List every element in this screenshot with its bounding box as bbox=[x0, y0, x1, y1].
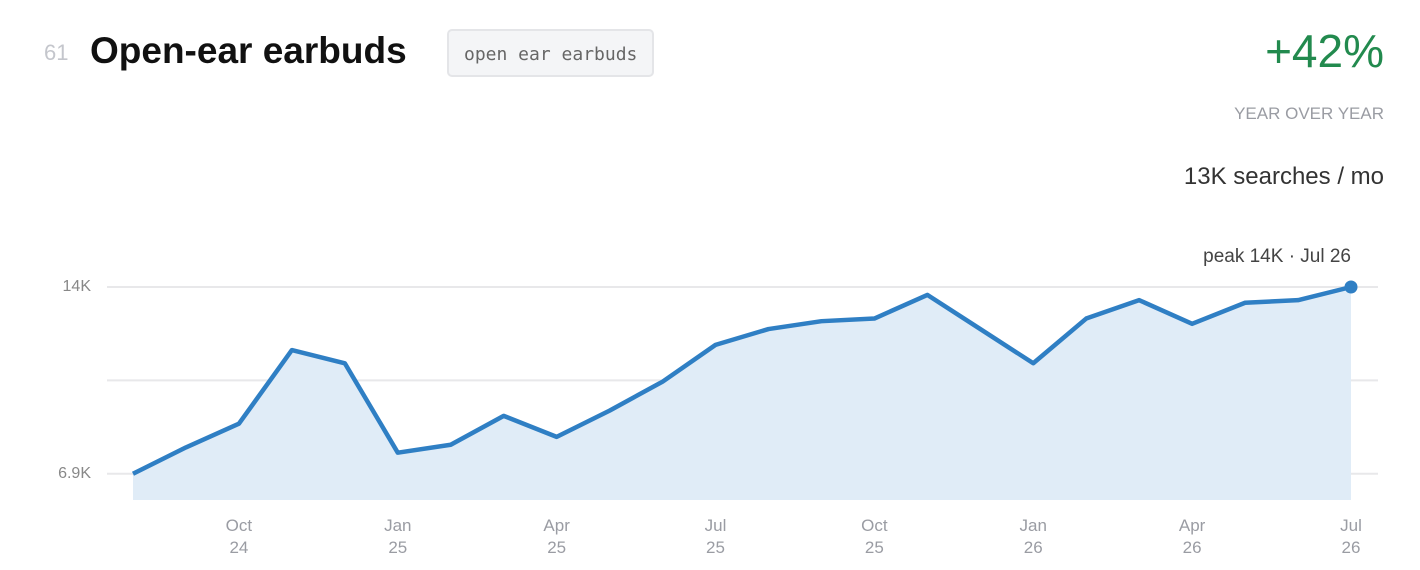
rank: 61 bbox=[44, 40, 69, 65]
keyword-title: Open-ear earbuds bbox=[90, 30, 407, 71]
y-tick-label: 6.9K bbox=[58, 465, 91, 482]
x-tick-label: Apr 26 bbox=[1179, 516, 1206, 557]
x-tick-label: Oct 24 bbox=[226, 516, 253, 557]
peak-annotation: peak 14K · Jul 26 bbox=[1203, 246, 1351, 267]
search-volume: 13K searches / mo bbox=[1183, 163, 1384, 190]
x-tick-label: Apr 25 bbox=[543, 516, 570, 557]
yoy-label: YEAR OVER YEAR bbox=[1234, 104, 1384, 123]
x-tick-label: Jan 25 bbox=[384, 516, 411, 557]
yoy-change: +42% bbox=[1265, 25, 1384, 77]
x-tick-label: Jul 25 bbox=[705, 516, 727, 557]
x-tick-label: Jan 26 bbox=[1020, 516, 1047, 557]
x-tick-label: Jul 26 bbox=[1340, 516, 1362, 557]
peak-marker bbox=[1344, 280, 1358, 294]
x-tick-label: Oct 25 bbox=[861, 516, 888, 557]
area-fill bbox=[133, 287, 1351, 500]
line bbox=[131, 284, 1352, 476]
keyword-tag: open ear earbuds bbox=[447, 29, 655, 77]
y-tick-label: 14K bbox=[63, 278, 92, 295]
